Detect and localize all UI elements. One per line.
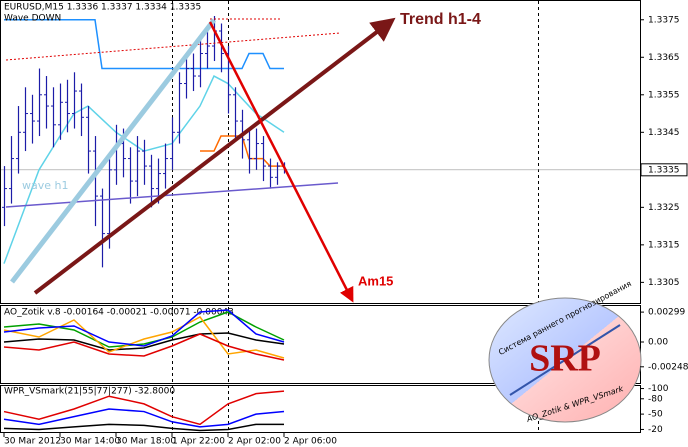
y-tick-label: 1.3315 bbox=[648, 240, 680, 250]
price-label: 1.3335 bbox=[648, 165, 680, 175]
wpr-header: WPR_VSmark(21|55|77|277) -32.8000 bbox=[4, 387, 175, 397]
trend-arrow bbox=[33, 17, 396, 295]
y-tick-label: 1.3375 bbox=[648, 15, 680, 25]
x-tick-label: 30 Mar 2012 bbox=[4, 437, 61, 447]
logo-arrow bbox=[509, 324, 621, 396]
main-pane bbox=[0, 0, 641, 304]
indicator-label: Wave DOWN bbox=[4, 14, 61, 24]
price-box bbox=[640, 163, 688, 177]
y-tick-label: -20 bbox=[648, 425, 663, 435]
indicator-line bbox=[3, 333, 285, 361]
am-arrow bbox=[208, 21, 354, 303]
trend-label: Trend h1-4 bbox=[400, 11, 481, 28]
y-tick-label: 1.3355 bbox=[648, 90, 680, 100]
indicator-line bbox=[3, 309, 285, 347]
y-tick-label: 1.3365 bbox=[648, 53, 680, 63]
y-tick-label: 1.3305 bbox=[648, 278, 680, 288]
y-tick-label: 1.3345 bbox=[648, 128, 680, 138]
wave-line bbox=[10, 18, 216, 284]
indicator-line bbox=[3, 316, 285, 359]
y-tick-label: -50 bbox=[648, 410, 663, 420]
am-label: Am15 bbox=[358, 273, 393, 288]
y-tick-label: -100 bbox=[648, 384, 669, 394]
y-tick-label: 1.3325 bbox=[648, 203, 680, 213]
indicator-line bbox=[3, 408, 285, 428]
indicator-line bbox=[200, 135, 284, 167]
ao-header: AO_Zotik v.8 -0.00164 -0.00021 -0.00071 … bbox=[4, 308, 234, 318]
symbol-header: EURUSD,M15 1.3336 1.3337 1.3334 1.3335 bbox=[4, 3, 201, 13]
y-tick-label: 0.00299 bbox=[648, 308, 685, 318]
indicator-line bbox=[3, 423, 284, 432]
y-tick-label: 0.00 bbox=[648, 338, 668, 348]
x-tick-label: 2 Apr 06:00 bbox=[284, 437, 337, 447]
logo: Система раннего прогнозирования SRP AO_Z… bbox=[488, 279, 642, 424]
drawing-objects bbox=[5, 17, 396, 303]
indicator-line bbox=[3, 74, 285, 264]
y-tick-label: -80 bbox=[648, 394, 663, 404]
x-tick-label: 2 Apr 02:00 bbox=[228, 437, 281, 447]
logo-name: SRP bbox=[529, 338, 601, 380]
indicator-line bbox=[3, 390, 285, 426]
x-tick-label: 30 Mar 14:00 bbox=[60, 437, 120, 447]
y-tick-label: -0.00248 bbox=[648, 362, 688, 372]
x-tick-label: 1 Apr 22:00 bbox=[172, 437, 225, 447]
channel-line bbox=[5, 182, 339, 208]
indicator-line bbox=[3, 332, 285, 351]
x-tick-label: 30 Mar 18:00 bbox=[116, 437, 176, 447]
indicator-line bbox=[4, 19, 284, 70]
wave-label: wave h1 bbox=[22, 179, 68, 192]
